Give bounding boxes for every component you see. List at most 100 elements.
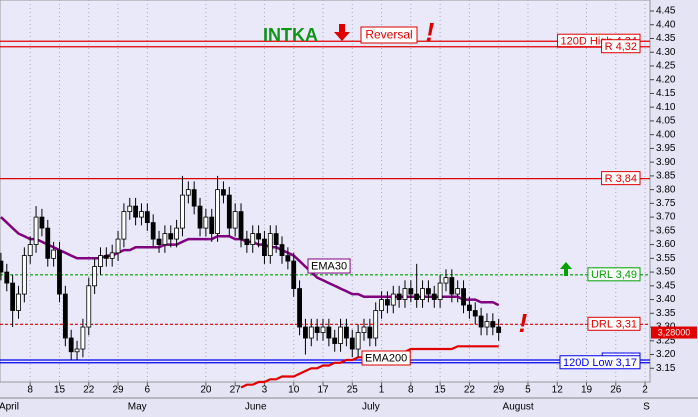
candle-body: [496, 326, 502, 333]
candle-body: [437, 282, 443, 300]
x-tick-label: 22: [464, 385, 476, 396]
x-tick-label: 1: [379, 385, 385, 396]
candle-body: [33, 216, 39, 245]
candle-body: [144, 211, 150, 224]
alert-mark: !: [426, 17, 435, 47]
level-label: DRL 3,31: [591, 319, 637, 331]
candle-body: [267, 233, 273, 256]
candle-body: [361, 326, 367, 333]
candle-body: [484, 321, 490, 328]
signal-box: [360, 26, 418, 44]
y-tick-label: 3.75: [656, 198, 676, 209]
x-tick-label: 25: [347, 385, 359, 396]
signal-label: Reversal: [365, 28, 412, 42]
candle-body: [379, 299, 384, 311]
candle-body: [16, 293, 21, 311]
candle-body: [414, 293, 420, 300]
candle-body: [431, 293, 437, 300]
x-tick-label: 27: [230, 385, 242, 396]
candle-body: [402, 288, 408, 300]
y-tick-label: 3.15: [656, 363, 676, 374]
y-tick-label: 4.40: [656, 19, 676, 30]
y-tick-label: 3.65: [656, 225, 676, 236]
candle-body: [39, 216, 45, 229]
candle-body: [285, 255, 291, 262]
level-label: R 3,84: [605, 173, 637, 185]
candle-body: [320, 326, 326, 333]
candle-body: [472, 310, 478, 317]
candle-body: [273, 233, 279, 245]
y-tick-label: 3.90: [656, 157, 676, 168]
x-tick-label: 6: [145, 385, 151, 396]
candle-body: [408, 288, 414, 295]
y-tick-label: 4.25: [656, 61, 676, 72]
y-tick-label: 3.70: [656, 212, 676, 223]
y-tick-label: 3.25: [656, 335, 676, 346]
candle-body: [174, 227, 180, 240]
candle-body: [461, 288, 466, 306]
candle-body: [490, 321, 496, 328]
y-tick-label: 4.10: [656, 102, 676, 113]
level-box: [587, 316, 641, 331]
x-tick-label: 20: [200, 385, 212, 396]
candle-body: [62, 293, 68, 339]
candle-body: [57, 249, 62, 295]
candle-body: [344, 326, 349, 339]
candle-body: [86, 285, 92, 328]
candle-body: [45, 227, 51, 259]
candle-body: [98, 255, 103, 267]
x-tick-label: 8: [27, 385, 33, 396]
candle-body: [226, 194, 232, 229]
candle-body: [74, 348, 80, 353]
candle-body: [426, 288, 431, 295]
y-tick-label: 4.00: [656, 129, 676, 140]
candle-body: [80, 326, 86, 350]
y-tick-label: 3.85: [656, 171, 676, 182]
candle-body: [150, 222, 156, 240]
y-tick-label: 4.15: [656, 88, 676, 99]
candle-body: [51, 249, 57, 259]
candle-body: [121, 211, 127, 240]
last-price-label: 3,28000: [658, 327, 691, 337]
candle-body: [443, 277, 449, 284]
month-label: May: [128, 402, 147, 413]
candle-body: [92, 266, 98, 287]
candle-body: [0, 260, 4, 273]
candle-body: [297, 288, 302, 328]
candle-body: [139, 211, 144, 218]
y-tick-label: 3.50: [656, 267, 676, 278]
level-box: [601, 39, 641, 54]
y-tick-label: 3.40: [656, 294, 676, 305]
candle-body: [156, 238, 162, 245]
candle-body: [349, 337, 355, 350]
candle-body: [279, 244, 285, 256]
series-tag: EMA200: [365, 352, 407, 364]
series-tag: EMA30: [311, 260, 347, 272]
y-tick-label: 4.35: [656, 33, 676, 44]
y-tick-label: 3.45: [656, 280, 676, 291]
candle-body: [238, 211, 244, 240]
series-tag-box: [307, 258, 351, 274]
y-tick-label: 3.55: [656, 253, 676, 264]
candle-body: [232, 211, 238, 229]
candle-body: [256, 233, 261, 240]
up-arrow: [560, 262, 572, 276]
candle-body: [21, 255, 27, 295]
candle-body: [355, 332, 361, 350]
month-label: July: [362, 402, 380, 413]
candle-body: [250, 233, 256, 245]
x-tick-label: 8: [408, 385, 414, 396]
candle-body: [478, 315, 484, 328]
x-tick-label: 26: [610, 385, 622, 396]
y-tick-label: 3.95: [656, 143, 676, 154]
y-tick-label: 3.80: [656, 184, 676, 195]
candle-body: [449, 277, 455, 295]
candle-body: [180, 194, 185, 229]
candle-body: [466, 304, 472, 311]
level-box: [559, 355, 641, 370]
x-tick-label: 5: [525, 385, 531, 396]
candle-body: [191, 189, 197, 207]
month-label: June: [245, 402, 267, 413]
x-tick-label: 2: [642, 385, 648, 396]
